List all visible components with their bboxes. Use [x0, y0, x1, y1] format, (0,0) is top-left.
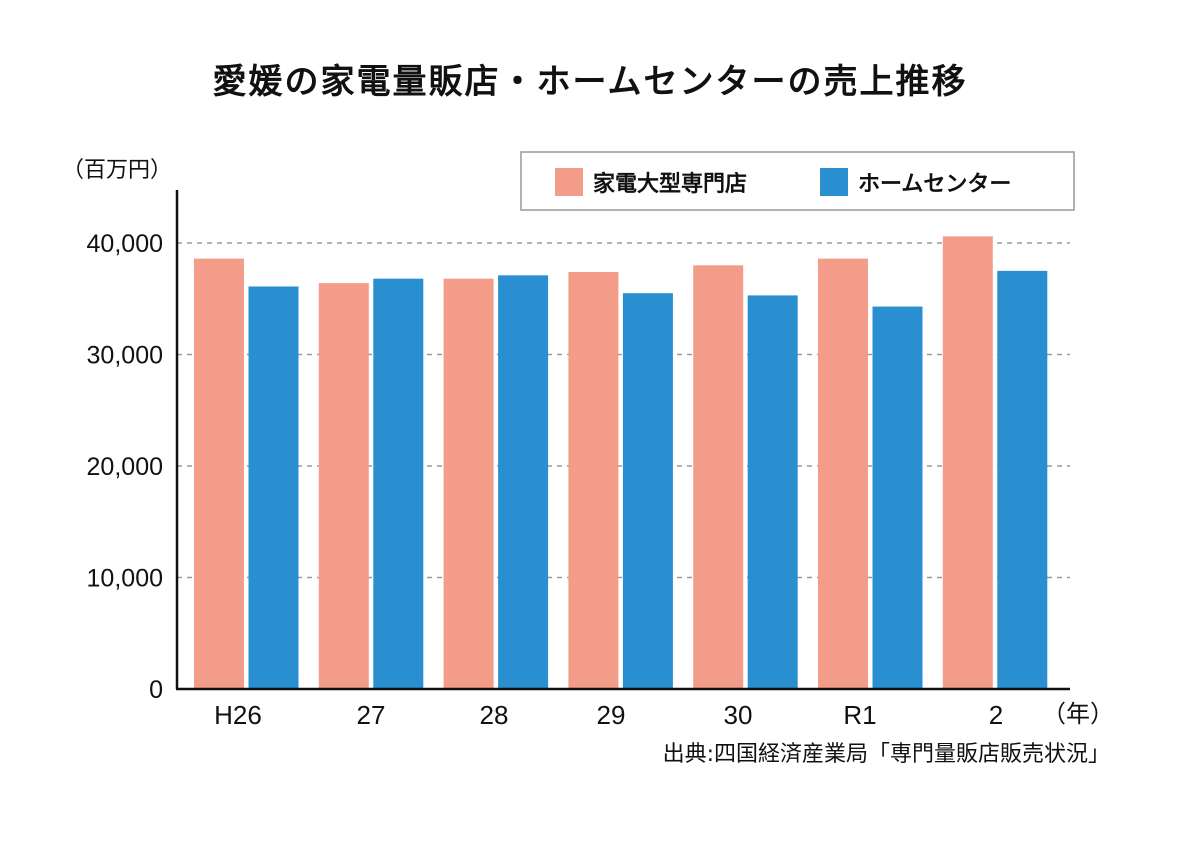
bar-kaden-27 [318, 283, 369, 689]
bar-kaden-29 [568, 271, 619, 689]
bars [194, 236, 1048, 689]
bar-home-center-30 [747, 295, 798, 689]
bar-kaden-30 [693, 265, 744, 689]
bar-kaden-H26 [194, 258, 244, 689]
x-tick-label: 28 [480, 700, 509, 730]
y-tick-label: 0 [149, 676, 163, 704]
bar-home-center-R1 [872, 306, 923, 689]
x-tick-label: 29 [597, 700, 626, 730]
bar-home-center-27 [373, 278, 424, 689]
bar-kaden-R1 [818, 258, 868, 689]
y-tick-label: 20,000 [87, 453, 163, 481]
source-note: 出典:四国経済産業局「専門量販店販売状況」 [663, 742, 1110, 767]
x-axis-ticks: H26 27 28 29 30 R1 2 [214, 700, 1003, 730]
x-tick-label: 30 [724, 700, 753, 730]
y-tick-label: 10,000 [87, 565, 163, 593]
legend: 家電大型専門店 ホームセンター [520, 151, 1075, 211]
chart-title: 愛媛の家電量販店・ホームセンターの売上推移 [213, 62, 968, 102]
x-axis-unit-label: （年） [1042, 700, 1114, 728]
x-tick-label: 27 [357, 700, 386, 730]
y-axis-ticks: 0 10,000 20,000 30,000 40,000 [87, 230, 163, 704]
bar-kaden-2 [942, 236, 993, 689]
legend-label-series-0: 家電大型専門店 [593, 171, 747, 197]
bar-home-center-H26 [248, 286, 299, 689]
legend-frame [520, 151, 1075, 211]
x-tick-label: R1 [843, 700, 876, 730]
legend-swatch-series-1 [820, 168, 848, 196]
bar-home-center-2 [997, 270, 1048, 689]
y-tick-label: 40,000 [87, 230, 163, 258]
legend-label-series-1: ホームセンター [858, 172, 1011, 197]
bar-home-center-28 [498, 275, 549, 689]
x-tick-label: 2 [989, 700, 1003, 730]
bar-kaden-28 [443, 278, 494, 689]
y-tick-label: 30,000 [87, 342, 163, 370]
bar-home-center-29 [622, 293, 673, 689]
y-axis-unit-label: （百万円） [62, 158, 172, 183]
x-tick-label: H26 [214, 700, 262, 730]
legend-swatch-series-0 [555, 168, 583, 196]
